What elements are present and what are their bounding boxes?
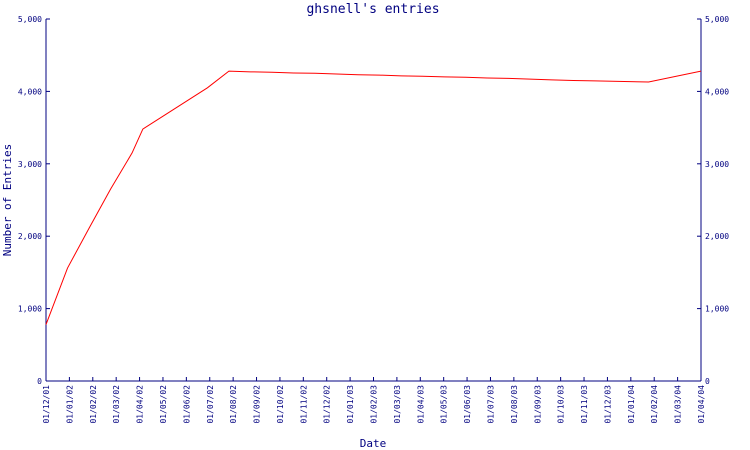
- x-tick-label: 01/01/03: [346, 385, 355, 424]
- y-tick-label-right: 1,000: [705, 305, 729, 314]
- y-tick-label-left: 4,000: [18, 87, 42, 96]
- x-tick-label: 01/12/03: [603, 385, 612, 424]
- x-tick-label: 01/02/03: [370, 385, 379, 424]
- x-tick-label: 01/04/04: [697, 385, 706, 424]
- y-tick-label-right: 3,000: [705, 160, 729, 169]
- x-tick-label: 01/06/03: [463, 385, 472, 424]
- y-axis-label: Number of Entries: [1, 144, 14, 257]
- x-tick-label: 01/01/02: [65, 385, 74, 424]
- plot-area: 0 0 1,000 1,000 2,000 2,000 3,000 3,000 4,000 4,0…: [18, 15, 729, 424]
- y-tick-label-left: 5,000: [18, 15, 42, 24]
- y-tick-label-right: 5,000: [705, 15, 729, 24]
- x-tick-label: 01/06/02: [182, 385, 191, 424]
- x-tick-label: 01/09/03: [533, 385, 542, 424]
- x-tick-label: 01/07/02: [206, 385, 215, 424]
- series-line: [45, 70, 702, 325]
- x-tick-label: 01/05/02: [159, 385, 168, 424]
- y-tick-label-right: 0: [705, 377, 710, 386]
- x-tick-label: 01/04/03: [416, 385, 425, 424]
- x-tick-label: 01/07/03: [486, 385, 495, 424]
- x-tick-label: 01/10/03: [557, 385, 566, 424]
- y-tick-label-left: 2,000: [18, 232, 42, 241]
- x-tick-label: 01/01/04: [627, 385, 636, 424]
- x-tick-label: 01/12/01: [42, 385, 51, 424]
- x-axis-label: Date: [360, 437, 387, 450]
- x-tick-label: 01/09/02: [253, 385, 262, 424]
- x-tick-label: 01/11/02: [299, 385, 308, 424]
- x-tick-label: 01/08/03: [510, 385, 519, 424]
- y-tick-label-left: 0: [37, 377, 42, 386]
- x-tick-label: 01/12/02: [323, 385, 332, 424]
- x-tick-label: 01/11/03: [580, 385, 589, 424]
- y-tick-label-right: 4,000: [705, 87, 729, 96]
- x-tick-label: 01/08/02: [229, 385, 238, 424]
- x-tick-label: 01/02/02: [89, 385, 98, 424]
- y-tick-label-left: 1,000: [18, 305, 42, 314]
- chart-title: ghsnell's entries: [306, 2, 439, 17]
- x-tick-label: 01/03/03: [393, 385, 402, 424]
- x-tick-label: 01/03/04: [674, 385, 683, 424]
- x-tick-label: 01/04/02: [136, 385, 145, 424]
- x-tick-label: 01/05/03: [440, 385, 449, 424]
- y-tick-label-right: 2,000: [705, 232, 729, 241]
- y-tick-label-left: 3,000: [18, 160, 42, 169]
- x-tick-label: 01/02/04: [650, 385, 659, 424]
- x-tick-label: 01/03/02: [112, 385, 121, 424]
- x-tick-label: 01/10/02: [276, 385, 285, 424]
